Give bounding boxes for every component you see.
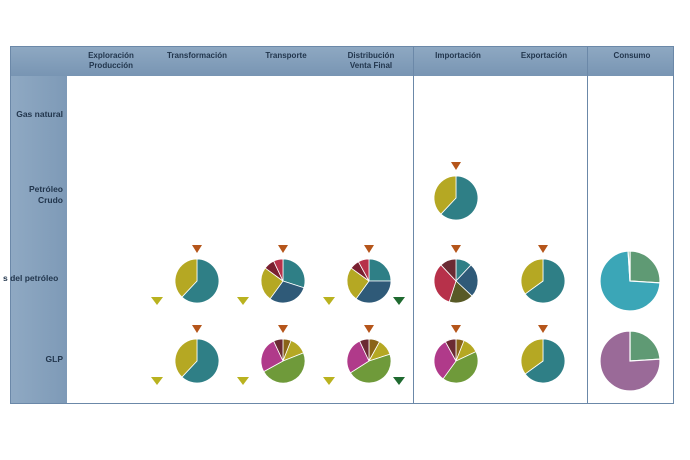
pie-slice-glp-importacion-4 [444,338,457,362]
pie-slice-derivados-distribucion-2 [346,267,370,300]
row-header-petroleo-crudo: Petróleo Crudo [28,184,63,205]
pie-glp-distribucion [346,338,392,384]
pie-slice-derivados-importacion-1 [455,264,479,297]
pie-slice-derivados-consumo-2 [627,250,631,282]
flow-marker-right-icon [393,377,405,385]
pie-glp-transporte [260,338,306,384]
pie-derivados-transporte [260,258,306,304]
pie-slice-derivados-distribucion-0 [368,258,392,282]
pie-slice-glp-distribucion-3 [346,340,370,374]
flow-marker-top-icon [192,245,202,253]
pie-slice-glp-importacion-3 [433,341,457,380]
divider-consumo [587,47,588,403]
pie-slice-glp-transporte-2 [263,352,306,384]
flow-marker-top-icon [278,325,288,333]
pie-glp-importacion [433,338,479,384]
flow-marker-left-icon [323,297,335,305]
pie-slice-crudo-importacion-0 [440,175,479,221]
flow-marker-top-icon [451,162,461,170]
flow-marker-left-icon [323,377,335,385]
col-header-importacion: Importación [435,51,481,60]
pie-derivados-transformacion [174,258,220,304]
flow-marker-top-icon [451,245,461,253]
pie-slice-glp-consumo-1 [599,330,661,392]
pie-slice-derivados-transporte-2 [260,267,284,300]
pie-slice-glp-distribucion-2 [349,353,392,384]
row-header-glp: GLP [45,354,63,364]
row-header-gas-natural: Gas natural [16,109,63,119]
pie-glp-consumo [599,330,661,392]
pie-slice-glp-exportacion-0 [524,338,566,384]
pie-slice-glp-exportacion-1 [520,338,544,375]
col-header-transformacion: Transformación [166,51,227,60]
pie-slice-glp-consumo-0 [629,330,661,362]
col-header-distribucion: Distribución Venta Final [347,51,395,70]
pie-slice-derivados-consumo-1 [599,250,661,312]
pie-slice-glp-transporte-4 [273,338,284,362]
value-chain-matrix: Exploración Producción Transformación Tra… [3,46,674,404]
flow-marker-left-icon [151,297,163,305]
col-header-consumo: Consumo [613,51,651,60]
divider-importacion [413,47,414,403]
pie-crudo-importacion [433,175,479,221]
pie-slice-derivados-transformacion-0 [181,258,220,304]
pie-slice-derivados-transporte-1 [269,280,305,304]
flow-marker-top-icon [364,325,374,333]
flow-marker-top-icon [278,245,288,253]
pie-slice-derivados-transporte-4 [273,258,284,282]
pie-glp-exportacion [520,338,566,384]
col-header-exportacion: Exportación [520,51,568,60]
pie-slice-derivados-importacion-4 [440,258,457,283]
flow-marker-left-icon [237,377,249,385]
row-header-derivados-petroleo: s del petróleo [3,273,59,283]
column-header-band [11,47,673,76]
flow-marker-top-icon [538,325,548,333]
flow-marker-top-icon [451,325,461,333]
pie-slice-derivados-consumo-0 [629,250,661,284]
pie-slice-derivados-distribucion-1 [355,280,392,304]
pie-slice-derivados-transporte-0 [282,258,306,289]
flow-marker-top-icon [538,245,548,253]
pie-slice-crudo-importacion-1 [433,175,457,215]
col-header-transporte: Transporte [265,51,307,60]
pie-slice-glp-distribucion-4 [359,338,370,362]
pie-slice-glp-importacion-2 [442,351,479,384]
flow-marker-right-icon [393,297,405,305]
flow-marker-left-icon [237,297,249,305]
pie-derivados-consumo [599,250,661,312]
pie-slice-derivados-transformacion-1 [174,258,198,298]
pie-derivados-exportacion [520,258,566,304]
pie-slice-derivados-distribucion-4 [357,258,370,282]
pie-slice-glp-transporte-3 [260,340,284,373]
flow-marker-top-icon [192,325,202,333]
pie-derivados-distribucion [346,258,392,304]
pie-slice-derivados-exportacion-1 [520,258,544,295]
pie-slice-glp-transformacion-0 [181,338,220,384]
pie-slice-derivados-exportacion-0 [524,258,566,304]
pie-glp-transformacion [174,338,220,384]
pie-slice-glp-transformacion-1 [174,338,198,378]
flow-marker-top-icon [364,245,374,253]
row-header-band [11,76,67,403]
col-header-exploracion: Exploración Producción [88,51,134,70]
pie-slice-derivados-importacion-3 [433,264,457,303]
pie-derivados-importacion [433,258,479,304]
flow-marker-left-icon [151,377,163,385]
